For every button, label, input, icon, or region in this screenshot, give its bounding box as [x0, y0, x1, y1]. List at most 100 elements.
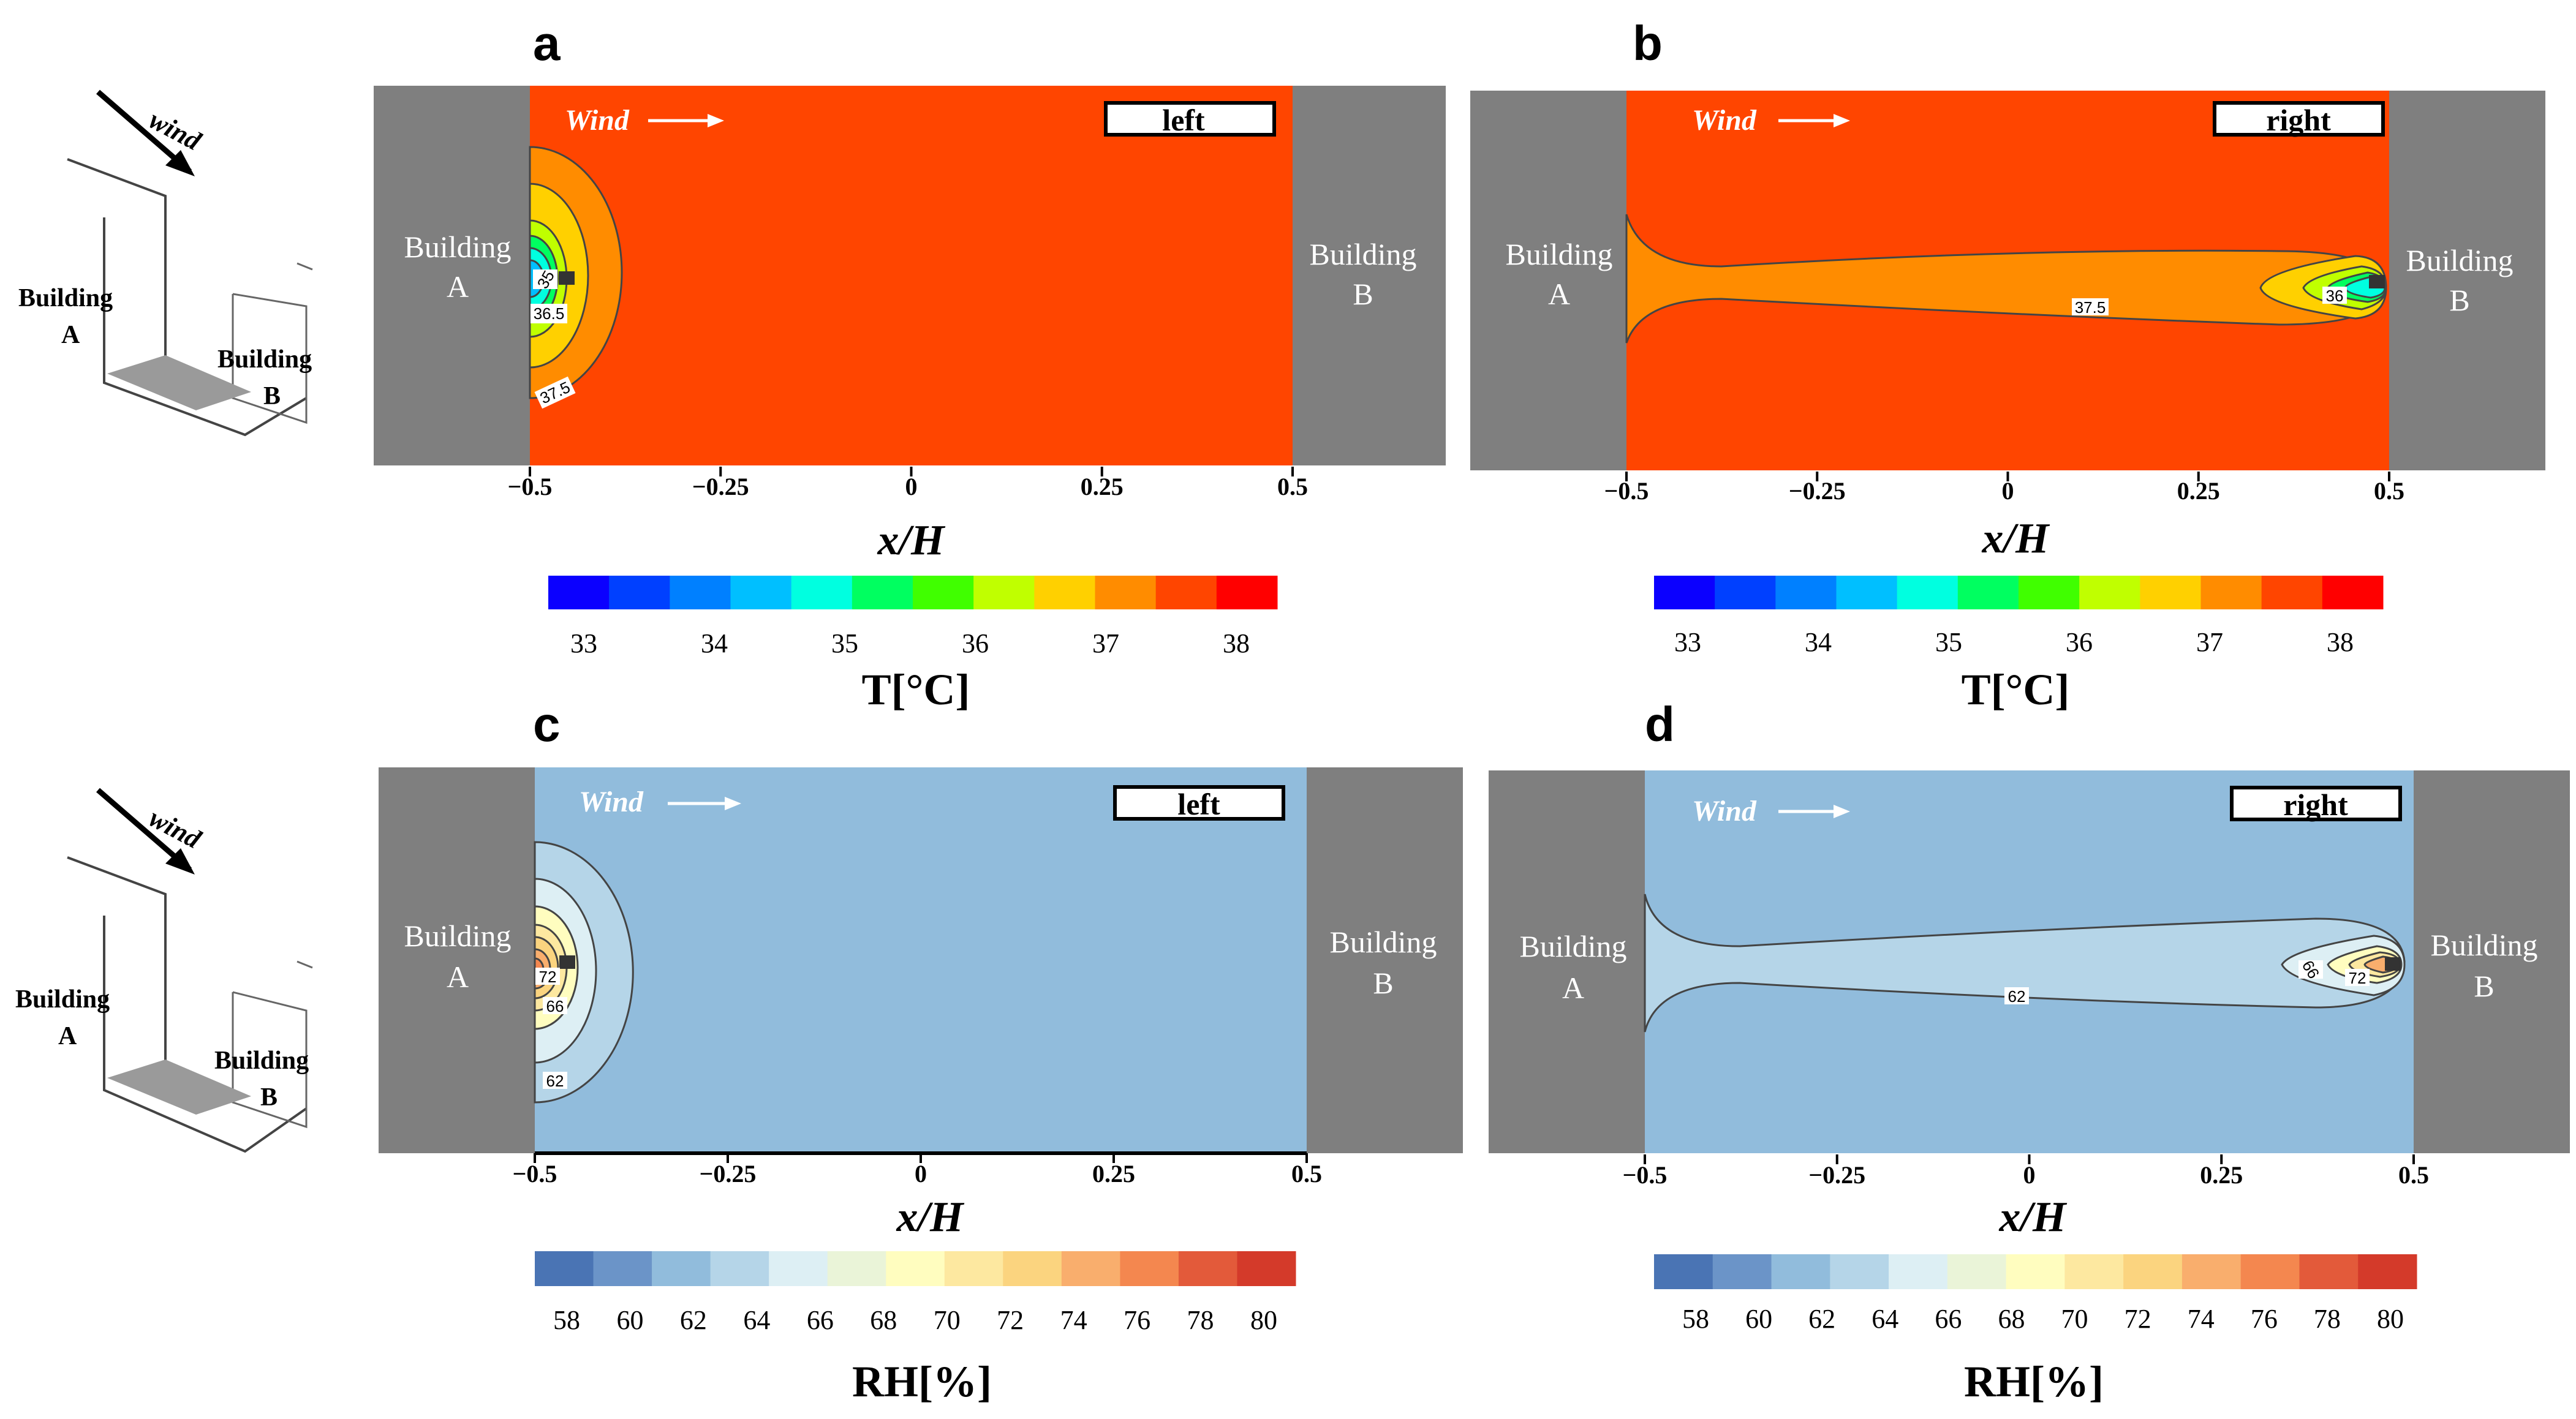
- colorbar-swatch: [913, 576, 974, 609]
- colorbar-swatch: [1771, 1254, 1830, 1289]
- colorbar-swatch: [593, 1251, 652, 1286]
- building-a-line1: Building: [404, 919, 511, 953]
- svg-text:37.5: 37.5: [2075, 298, 2106, 317]
- colorbar-swatch: [1237, 1251, 1296, 1286]
- colorbar-swatch: [2079, 576, 2140, 609]
- colorbar-tick-label: 78: [2314, 1304, 2341, 1334]
- colorbar-swatch: [1775, 576, 1837, 609]
- colorbar-tick-label: 80: [1250, 1305, 1277, 1335]
- x-axis-label: x/H: [877, 517, 946, 564]
- colorbar-tick-label: 78: [1187, 1305, 1214, 1335]
- colorbar-tick-label: 66: [807, 1305, 834, 1335]
- wind-arrow-head: [1834, 114, 1850, 127]
- colorbar-tick-label: 34: [1805, 627, 1832, 657]
- colorbar-tick-label: 74: [1060, 1305, 1087, 1335]
- svg-text:36.5: 36.5: [534, 304, 565, 323]
- wind-arrow-head: [165, 848, 195, 875]
- colorbar-swatch: [1216, 576, 1278, 609]
- heat-source: [559, 271, 575, 285]
- colorbar-swatch: [609, 576, 670, 609]
- x-tick-label: 0: [915, 1160, 927, 1188]
- x-tick-label: 0: [2023, 1161, 2036, 1189]
- schematic-tick: [297, 960, 313, 969]
- colorbar-tick-label: 34: [701, 628, 728, 658]
- wind-arrow-head: [708, 114, 724, 127]
- x-tick-label: −0.5: [1623, 1161, 1668, 1189]
- colorbar-swatch: [1830, 1254, 1889, 1289]
- colorbar-swatch: [1712, 1254, 1772, 1289]
- schematic-building-a-line2: A: [61, 321, 80, 349]
- building-b-block: [1293, 86, 1446, 465]
- x-tick-label: −0.5: [513, 1160, 557, 1188]
- colorbar-label: RH[%]: [1964, 1357, 2104, 1406]
- contour-label-35: 35: [533, 267, 558, 292]
- x-tick-label: −0.25: [1808, 1161, 1865, 1189]
- case-label: left: [1162, 103, 1205, 137]
- colorbar-swatch: [852, 576, 913, 609]
- panel-b: b Building A Building B 36 37.5 Wind rig…: [1470, 16, 2545, 714]
- wind-label: Wind: [1692, 104, 1757, 137]
- building-a-block: [379, 767, 535, 1153]
- building-b-line2: B: [1353, 277, 1373, 311]
- colorbar-swatch: [2140, 576, 2201, 609]
- x-tick-label: −0.5: [508, 473, 553, 500]
- colorbar-tick-label: 72: [997, 1305, 1024, 1335]
- wind-arrow-head: [725, 797, 741, 810]
- building-b-line1: Building: [1329, 925, 1437, 959]
- x-tick-label: 0.5: [2374, 477, 2404, 505]
- colorbar-tick-label: 33: [570, 628, 597, 658]
- wind-label: Wind: [565, 104, 630, 137]
- schematic-building-a-line2: A: [58, 1022, 77, 1050]
- svg-text:62: 62: [546, 1072, 564, 1090]
- colorbar-swatch: [2358, 1254, 2417, 1289]
- colorbar-swatch: [973, 576, 1035, 609]
- svg-text:36: 36: [2326, 287, 2344, 305]
- colorbar-swatch: [1178, 1251, 1237, 1286]
- canyon-floor: [107, 1060, 251, 1115]
- case-label: right: [2283, 788, 2348, 822]
- moisture-source: [2385, 957, 2401, 971]
- colorbar-swatch: [1003, 1251, 1062, 1286]
- colorbar-swatch: [1654, 1254, 1713, 1289]
- colorbar-swatch: [1836, 576, 1898, 609]
- schematic-wind-label: wind: [144, 803, 206, 855]
- colorbar-swatch: [2181, 1254, 2242, 1289]
- canyon-floor-outline: [103, 916, 308, 1153]
- colorbar-tick-label: 62: [680, 1305, 707, 1335]
- building-a-block: [1470, 91, 1626, 470]
- panel-letter: d: [1645, 697, 1675, 751]
- colorbar-swatch: [2019, 576, 2080, 609]
- colorbar-swatch: [1155, 576, 1217, 609]
- x-tick-label: 0.5: [1291, 1160, 1322, 1188]
- contour-label-66: 66: [2298, 957, 2323, 982]
- x-tick-label: 0: [2002, 477, 2014, 505]
- colorbar-swatch: [2200, 576, 2262, 609]
- colorbar-swatch: [1957, 576, 2019, 609]
- wind-arrow-head: [1834, 805, 1850, 818]
- x-tick-label: −0.25: [692, 473, 749, 500]
- colorbar-swatch: [2240, 1254, 2300, 1289]
- colorbar-label: T[°C]: [862, 665, 970, 714]
- colorbar-tick-label: 70: [2061, 1304, 2088, 1334]
- x-tick-label: −0.25: [1789, 477, 1846, 505]
- building-b-line1: Building: [1309, 237, 1416, 271]
- canyon-floor: [107, 355, 251, 410]
- contour-label-62: 62: [2004, 987, 2029, 1006]
- colorbar-swatch: [791, 576, 853, 609]
- schematic-building-b-line2: B: [263, 382, 281, 410]
- colorbar-swatch: [886, 1251, 945, 1286]
- colorbar-tick-label: 76: [2251, 1304, 2278, 1334]
- building-a-line1: Building: [404, 230, 511, 264]
- x-axis-label: x/H: [1999, 1194, 2068, 1241]
- panel-letter: c: [533, 697, 561, 751]
- colorbar-tick-label: 36: [2066, 627, 2093, 657]
- colorbar-tick-label: 62: [1808, 1304, 1835, 1334]
- svg-text:62: 62: [2008, 987, 2026, 1006]
- temperature-field: [530, 86, 1293, 465]
- schematic-building-a-line1: Building: [18, 284, 113, 312]
- colorbar-tick-label: 80: [2377, 1304, 2404, 1334]
- panel-letter: a: [533, 16, 561, 70]
- building-b-line2: B: [1373, 966, 1393, 1000]
- colorbar-tick-label: 35: [831, 628, 858, 658]
